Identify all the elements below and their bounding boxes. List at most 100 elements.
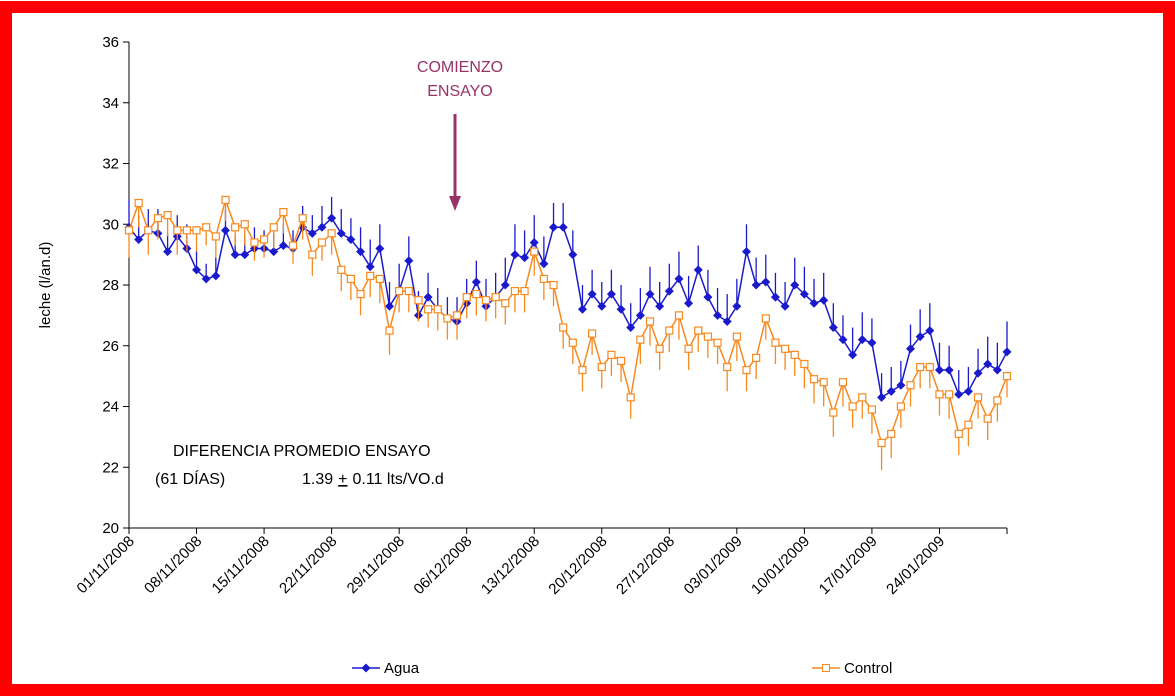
marker (356, 247, 366, 257)
marker (173, 226, 182, 235)
legend-label: Agua (384, 660, 420, 677)
marker (163, 211, 172, 220)
y-tick-label: 24 (102, 399, 119, 416)
marker (134, 198, 143, 208)
marker (298, 214, 307, 223)
marker (414, 296, 423, 305)
marker (809, 298, 819, 308)
marker (983, 359, 993, 369)
y-tick-label: 34 (102, 95, 119, 112)
marker (327, 229, 336, 238)
marker (732, 301, 742, 311)
marker (896, 402, 905, 411)
marker (510, 286, 520, 296)
marker (395, 286, 404, 296)
marker (529, 237, 539, 247)
marker (269, 223, 278, 232)
marker (269, 247, 279, 257)
marker (559, 323, 568, 332)
marker (780, 344, 790, 353)
marker (684, 298, 694, 308)
marker (607, 350, 616, 359)
marker (307, 228, 317, 238)
marker (761, 314, 770, 323)
y-axis-label: leche (l/an.d) (37, 242, 54, 329)
marker (510, 250, 520, 260)
marker (423, 305, 433, 314)
annotation: ENSAYO (427, 83, 493, 100)
y-tick-label: 28 (102, 277, 119, 294)
marker (182, 226, 191, 235)
marker (385, 326, 394, 335)
y-tick-label: 32 (102, 156, 119, 173)
marker (539, 274, 548, 284)
marker (588, 329, 597, 338)
marker (838, 378, 848, 387)
marker (308, 250, 317, 259)
marker (703, 332, 713, 341)
marker (655, 301, 665, 311)
marker (973, 368, 983, 378)
marker (337, 265, 346, 274)
marker (896, 380, 906, 390)
marker (973, 393, 983, 402)
marker (790, 350, 799, 359)
y-tick-label: 26 (102, 338, 119, 355)
marker (471, 277, 481, 287)
marker (935, 390, 944, 399)
marker (549, 280, 558, 290)
y-tick-label: 30 (102, 216, 119, 233)
marker (587, 289, 597, 299)
marker (230, 250, 240, 260)
marker (713, 310, 723, 320)
marker (134, 234, 144, 244)
marker (944, 365, 954, 375)
marker (828, 323, 838, 333)
marker (693, 265, 703, 275)
marker (433, 305, 442, 314)
marker (674, 274, 684, 284)
marker (192, 265, 202, 275)
marker (858, 393, 867, 402)
marker (220, 225, 230, 235)
note-rest: 0.11 lts/VO.d (352, 471, 443, 488)
marker (365, 262, 375, 272)
marker (481, 296, 491, 305)
note-period: (61 DÍAS) (155, 469, 225, 488)
y-tick-label: 20 (102, 520, 119, 537)
marker (916, 362, 925, 372)
note-value: 1.39 +0.11 lts/VO.d (302, 471, 444, 488)
marker (462, 293, 471, 302)
marker (635, 310, 645, 320)
marker (636, 335, 645, 344)
marker (790, 280, 800, 290)
marker (1002, 347, 1012, 357)
marker (192, 226, 201, 235)
marker (819, 378, 828, 387)
marker (877, 438, 886, 448)
note-title: DIFERENCIA PROMEDIO ENSAYO (173, 443, 431, 460)
marker (423, 292, 433, 302)
marker (877, 392, 887, 402)
marker (317, 238, 327, 247)
marker (404, 286, 413, 296)
marker (240, 220, 249, 229)
note-sign: + (338, 471, 347, 488)
marker (751, 280, 761, 290)
marker (327, 213, 337, 223)
marker (578, 365, 587, 375)
marker (597, 301, 607, 311)
marker (346, 234, 356, 244)
marker (346, 274, 356, 284)
marker (848, 350, 858, 360)
marker (819, 295, 829, 305)
marker (886, 386, 896, 396)
marker (520, 286, 529, 296)
marker (231, 223, 240, 232)
marker (539, 259, 549, 269)
legend-marker (822, 664, 830, 672)
marker (616, 304, 626, 314)
marker (288, 241, 298, 250)
marker (385, 301, 395, 311)
